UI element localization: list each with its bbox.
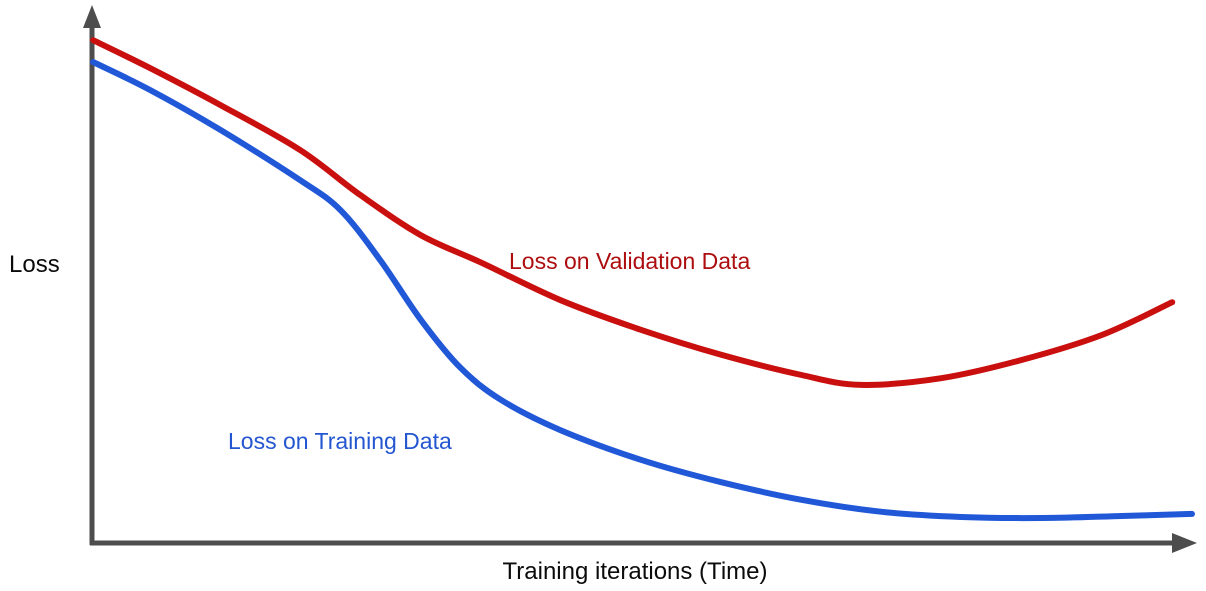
series-curve-0 — [90, 37, 1176, 388]
training-series-label: Loss on Training Data — [228, 428, 452, 454]
validation-series-label: Loss on Validation Data — [509, 248, 751, 274]
y-axis-label: Loss — [9, 251, 60, 278]
x-axis-label: Training iterations (Time) — [502, 558, 768, 585]
series-curve-1 — [90, 59, 1195, 522]
